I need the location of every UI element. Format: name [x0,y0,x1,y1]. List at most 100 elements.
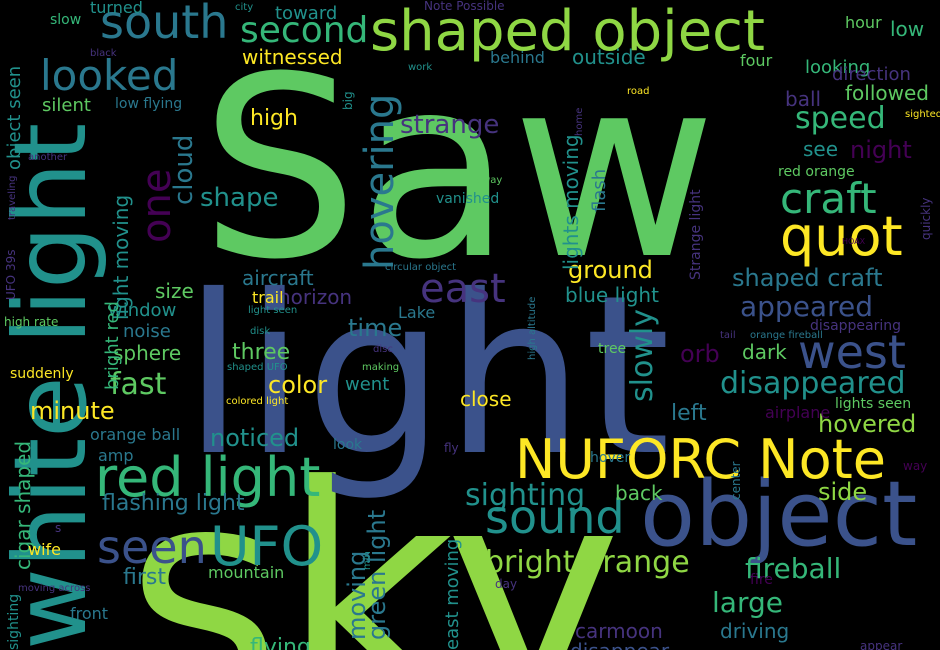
word-trail: trail [252,288,284,307]
word-flying: flying [250,635,311,650]
word-ground: ground [568,256,653,284]
word-orange-fireball: orange fireball [750,330,823,341]
word-fire: fire [750,572,773,588]
word-light-seen: light seen [248,305,297,316]
word-back: back [615,481,663,505]
word-white-light: white light [0,123,109,650]
word-outside: outside [572,45,646,69]
word-mountain: mountain [208,563,284,582]
word-three: three [232,340,290,365]
word-carmoon: carmoon [575,619,663,643]
word-light: light [183,248,671,504]
word-high-altitude: high altitude [527,297,538,360]
word-shaped-ufo: shaped UFO [227,362,288,373]
word-colored-light: colored light [226,396,288,407]
word-front: front [70,604,108,623]
word-hovered: hovered [818,410,916,438]
word-away: away [476,175,502,186]
word-quot: quot [780,205,903,268]
word-slow: slow [50,12,81,28]
word-circular-object: circular object [385,262,456,273]
word-east: east [420,266,506,312]
word-cloud: cloud [169,135,199,205]
word-left: left [671,401,707,426]
word-ball: ball [785,87,821,111]
word-toward: toward [275,3,337,24]
word-west: west [798,325,906,379]
word-sighting: sighting [465,478,585,513]
word-fireball: fireball [745,552,841,585]
word-lights-seen: lights seen [835,396,911,412]
word-strange-light: Strange light [688,189,704,280]
word-close: close [460,387,512,411]
word-east-moving: east moving [442,539,463,650]
word-went: went [345,374,389,395]
word-disappearing: disappearing [810,318,901,334]
word-sighted: sighted [905,109,940,120]
word-second: second [240,10,368,51]
word-bright-red: bright red [102,301,123,390]
word-silent: silent [42,95,91,116]
word-aircraft: aircraft [242,266,314,290]
word-strange: strange [400,110,499,140]
word-another: another [28,152,68,163]
word-look: look [333,437,363,453]
word-looking: looking [805,57,870,78]
word-road: road [627,86,650,97]
word-noticed: noticed [210,424,299,452]
word-big: big [341,91,355,110]
word-vanished: vanished [436,191,499,207]
word-witnessed: witnessed [242,45,343,69]
word-note-possible: Note Possible [424,0,505,13]
word-lights-moving: lights moving [559,134,583,270]
word-direction: direction [832,64,911,85]
word-hour: hour [845,13,882,32]
word-low: low [890,17,924,41]
word-quickly: quickly [919,197,933,240]
word-amp: amp [98,446,134,465]
word-disappear: disappear [570,639,670,650]
word-appeared: appeared [740,290,873,323]
word-fast: fast [110,367,167,402]
word-high: high [250,106,298,131]
word-disc: disc [373,344,393,355]
word-color: color [268,371,327,399]
word-nuforc-note: NUFORC Note [515,428,886,491]
word-orange-ball: orange ball [90,425,180,444]
word-noise: noise [123,321,171,342]
word-airplane: airplane [765,403,830,422]
word-moving: moving [343,551,371,640]
word-side: side [818,478,867,506]
word-shape: shape [200,183,278,213]
word-sighting: sighting [6,594,22,650]
word-cigar-shaped: cigar shaped [11,441,35,570]
word-driving: driving [720,619,789,643]
word-lake: Lake [398,303,435,322]
word-orb: orb [680,340,720,368]
word-flashing-light: flashing light [102,491,245,516]
word-slowly: slowly [625,309,660,402]
word-low-flying: low flying [115,96,182,112]
word-sky: sky [125,422,622,650]
word-ufo: UFO [210,515,323,578]
word-min: min [362,551,373,570]
word-behind: behind [490,48,545,67]
word-s: s [55,521,61,535]
word-appear: appear [860,639,902,650]
word-shaped-craft: shaped craft [732,264,883,292]
word-large: large [712,586,783,619]
word-light-moving: light moving [109,195,133,320]
word-south: south [100,0,228,49]
word-speed: speed [795,101,886,136]
word-minute: minute [30,397,115,425]
word-high-rate: high rate [4,315,58,329]
word-wife: wife [28,540,61,559]
word-center: center [729,461,743,500]
word-disk: disk [250,326,270,337]
word-hoax: HOAX [842,237,866,246]
word-hover: hover [590,450,630,466]
word-object: object [640,462,917,567]
word-craft: craft [780,174,877,223]
word-way: way [903,459,927,473]
word-object-seen: object seen [4,66,25,170]
